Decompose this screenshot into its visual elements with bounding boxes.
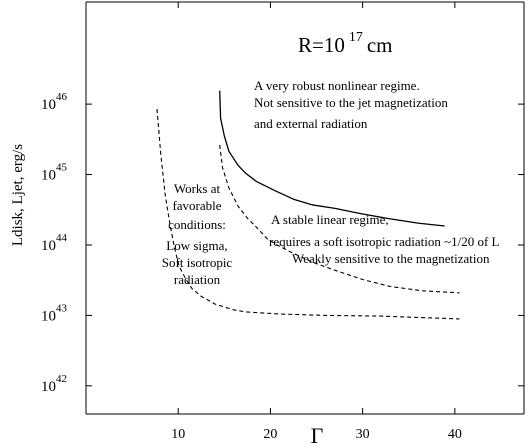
- series-line-3: [219, 144, 460, 294]
- annotation-line: conditions:: [168, 217, 226, 232]
- x-tick-label: 40: [448, 427, 462, 442]
- y-tick-label: 1045: [41, 162, 68, 184]
- chart-title-exponent: 17: [349, 30, 363, 45]
- y-tick-label: 1042: [41, 373, 67, 395]
- annotation-line: A stable linear regime,: [271, 212, 389, 227]
- y-axis-label: Ldisk, Ljet, erg/s: [10, 144, 26, 246]
- series-line-2: [156, 108, 460, 320]
- plot-frame: [85, 1, 525, 415]
- y-tick-label: 1043: [41, 302, 68, 324]
- series-layer: [156, 90, 460, 320]
- annotation-line: favorable: [172, 198, 221, 213]
- x-tick-label: 20: [263, 427, 277, 442]
- annotation-line: Weakly sensitive to the magnetization: [292, 251, 490, 266]
- annotation-line: Not sensitive to the jet magnetization: [254, 95, 448, 110]
- series-line-1: [219, 90, 445, 227]
- annotation-favorable: Works at favorable conditions: Low sigma…: [162, 181, 233, 287]
- x-tick-label: 30: [356, 427, 370, 442]
- y-tick-label: 1044: [41, 232, 68, 254]
- annotation-line: Soft isotropic: [162, 255, 233, 270]
- annotation-line: and external radiation: [254, 116, 368, 131]
- annotation-line: Works at: [174, 181, 221, 196]
- annotation-line: A very robust nonlinear regime.: [254, 78, 420, 93]
- x-tick-label: 10: [171, 427, 185, 442]
- annotation-nonlinear: A very robust nonlinear regime. Not sens…: [254, 78, 448, 131]
- annotation-linear: A stable linear regime, requires a soft …: [269, 212, 500, 266]
- annotation-line: requires a soft isotropic radiation ~1/2…: [269, 234, 500, 249]
- annotation-line: Low sigma,: [166, 238, 227, 253]
- axis-ticks: 10 20 30 40 1042 1043 1044 1045 1046: [41, 2, 524, 442]
- annotation-line: radiation: [174, 272, 221, 287]
- x-axis-label: Γ: [311, 423, 324, 445]
- y-tick-label: 1046: [41, 91, 68, 113]
- chart-title: R=10 17 cm: [298, 30, 393, 57]
